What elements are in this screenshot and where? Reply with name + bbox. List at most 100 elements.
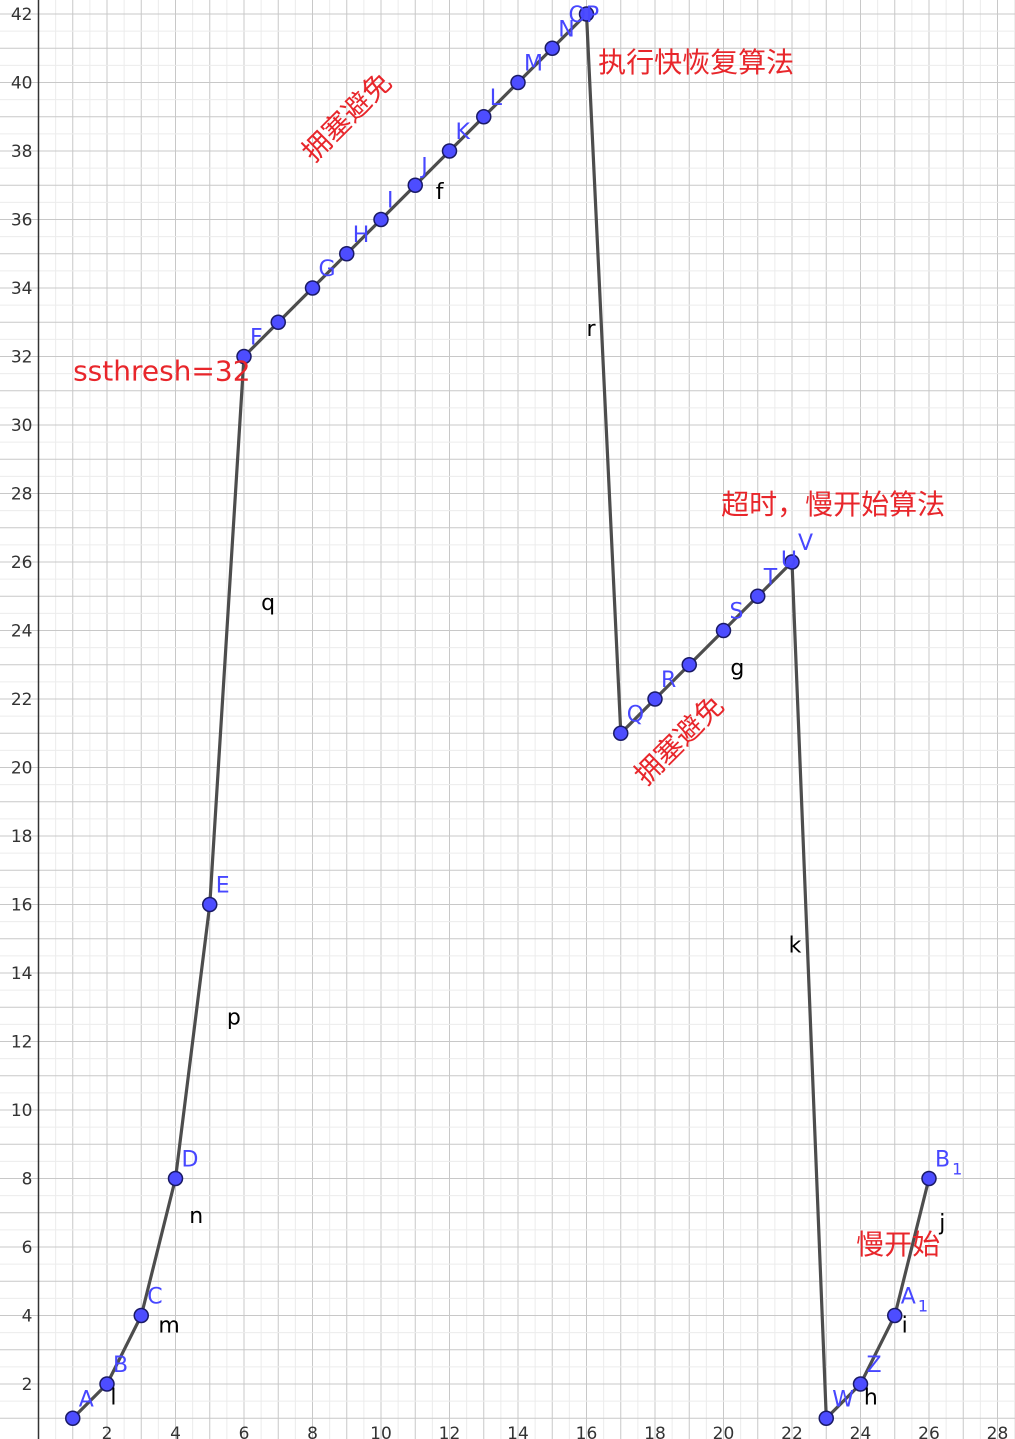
point-label: G xyxy=(319,257,336,282)
point-label: A xyxy=(79,1387,94,1412)
annotation-text: 慢开始 xyxy=(856,1228,940,1261)
segment-label: f xyxy=(436,180,445,205)
point-label: M xyxy=(524,52,543,77)
series-polyline xyxy=(71,12,931,1420)
y-tick-label: 42 xyxy=(11,5,33,25)
y-tick-label: 24 xyxy=(11,622,33,642)
data-point xyxy=(750,588,766,604)
segment-label: m xyxy=(158,1314,179,1339)
segment-label: p xyxy=(227,1005,241,1030)
x-tick-label: 28 xyxy=(987,1424,1009,1439)
y-tick-label: 2 xyxy=(22,1375,33,1395)
y-tick-label: 34 xyxy=(11,279,33,299)
point-label: Z xyxy=(867,1353,882,1378)
point-label: F xyxy=(250,326,263,351)
point-label-subscript: 1 xyxy=(952,1160,962,1179)
point-label: H xyxy=(353,223,370,248)
x-tick-label: 18 xyxy=(644,1424,666,1439)
data-point xyxy=(613,725,629,741)
x-tick-label: 4 xyxy=(170,1424,181,1439)
y-tick-label: 10 xyxy=(11,1101,33,1121)
point-label: T xyxy=(763,565,778,590)
y-tick-label: 40 xyxy=(11,74,33,94)
segment-label: q xyxy=(261,591,275,616)
point-label: B xyxy=(113,1353,128,1378)
x-tick-label: 6 xyxy=(239,1424,250,1439)
y-tick-label: 4 xyxy=(22,1307,33,1327)
x-tick-label: 8 xyxy=(307,1424,318,1439)
data-point xyxy=(921,1170,937,1187)
y-tick-label: 18 xyxy=(11,827,33,847)
data-points xyxy=(65,6,937,1426)
data-point xyxy=(441,143,458,159)
x-tick-label: 2 xyxy=(102,1424,113,1439)
point-label: S xyxy=(730,600,744,625)
y-tick-label: 38 xyxy=(11,142,33,162)
point-label: K xyxy=(456,120,471,145)
segment-label: g xyxy=(730,656,744,681)
point-label-subscript: 1 xyxy=(918,1297,928,1316)
annotation-text: 超时，慢开始算法 xyxy=(721,488,945,521)
point-label: W xyxy=(832,1387,854,1412)
x-tick-label: 26 xyxy=(918,1424,940,1439)
point-label: N xyxy=(558,17,574,42)
point-label: OP xyxy=(569,3,600,28)
y-tick-label: 6 xyxy=(22,1238,33,1258)
x-tick-label: 12 xyxy=(439,1424,461,1439)
x-tick-label: 20 xyxy=(713,1424,735,1439)
data-point xyxy=(784,554,800,570)
y-tick-label: 28 xyxy=(11,485,33,505)
segment-label: i xyxy=(902,1314,908,1339)
data-point xyxy=(544,40,560,56)
data-point xyxy=(99,1376,115,1392)
data-point xyxy=(715,622,732,639)
y-tick-label: 22 xyxy=(11,690,33,710)
data-point xyxy=(647,691,663,707)
x-tick-label: 22 xyxy=(781,1424,803,1439)
y-tick-label: 20 xyxy=(11,759,33,779)
data-point xyxy=(339,246,355,262)
data-point xyxy=(236,348,252,365)
point-label: Q xyxy=(627,702,644,727)
y-tick-label: 16 xyxy=(11,896,33,916)
point-label: J xyxy=(419,154,428,179)
data-point xyxy=(65,1410,81,1426)
segment-label: n xyxy=(189,1204,203,1229)
data-point xyxy=(373,211,389,228)
y-tick-label: 30 xyxy=(11,416,33,436)
data-point xyxy=(304,280,321,296)
data-point xyxy=(681,657,697,673)
y-tick-label: 36 xyxy=(11,211,33,231)
x-tick-label: 24 xyxy=(850,1424,872,1439)
y-tick-label: 12 xyxy=(11,1033,33,1053)
data-point xyxy=(270,314,286,330)
data-point xyxy=(887,1307,903,1324)
segment-label: k xyxy=(789,933,802,958)
point-label: C xyxy=(147,1285,162,1310)
y-tick-label: 32 xyxy=(11,348,33,368)
x-tick-label: 14 xyxy=(507,1424,529,1439)
segment-label: h xyxy=(864,1386,878,1411)
data-point xyxy=(133,1307,149,1324)
data-point xyxy=(202,896,218,913)
data-point xyxy=(852,1376,869,1392)
segment-label: l xyxy=(110,1386,116,1411)
annotation-text: ssthresh=32 xyxy=(73,354,250,387)
data-point xyxy=(578,6,595,22)
data-point xyxy=(510,74,526,91)
y-tick-label: 14 xyxy=(11,964,33,984)
point-label: U xyxy=(781,548,797,573)
y-tick-label: 8 xyxy=(22,1170,33,1190)
data-point xyxy=(167,1170,184,1187)
point-label: I xyxy=(387,189,394,214)
y-tick-label: 26 xyxy=(11,553,33,573)
point-label: D xyxy=(182,1148,199,1173)
annotation-text: 执行快恢复算法 xyxy=(598,46,794,79)
